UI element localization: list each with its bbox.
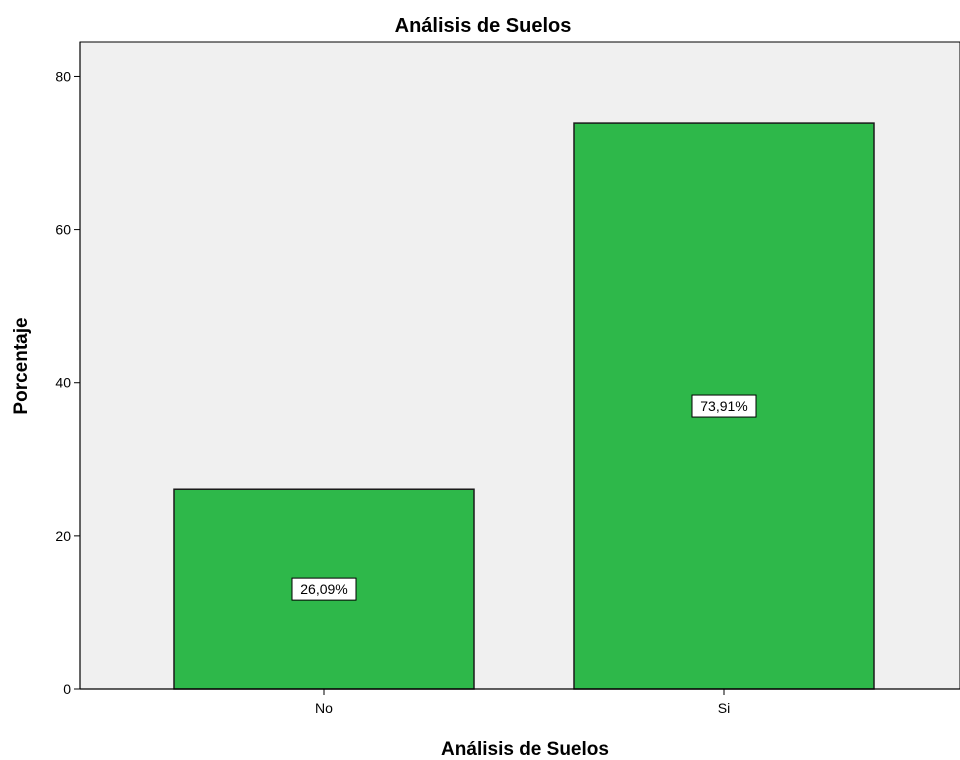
data-label-box	[291, 577, 357, 601]
chart-title: Análisis de Suelos	[395, 15, 572, 37]
x-tick-label: Si	[718, 700, 730, 716]
x-tick-label: No	[315, 700, 333, 716]
data-label-box	[691, 394, 757, 418]
y-tick-label: 0	[63, 681, 71, 697]
x-axis-ticks: No Si	[315, 689, 730, 716]
data-label-no: 26,09%	[291, 577, 357, 601]
data-labels-layer: 26,09% 73,91%	[291, 394, 757, 601]
data-label-text: 73,91%	[700, 398, 747, 414]
y-tick-label: 40	[55, 375, 71, 391]
data-label-text: 26,09%	[300, 581, 347, 597]
data-label-si: 73,91%	[691, 394, 757, 418]
y-axis-ticks: 0 20 40 60 80	[55, 68, 80, 697]
x-axis-title: Análisis de Suelos	[441, 739, 609, 760]
y-tick-label: 60	[55, 222, 71, 238]
y-axis-title: Porcentaje	[11, 317, 32, 414]
y-tick-label: 80	[55, 68, 71, 84]
y-tick-label: 20	[55, 528, 71, 544]
